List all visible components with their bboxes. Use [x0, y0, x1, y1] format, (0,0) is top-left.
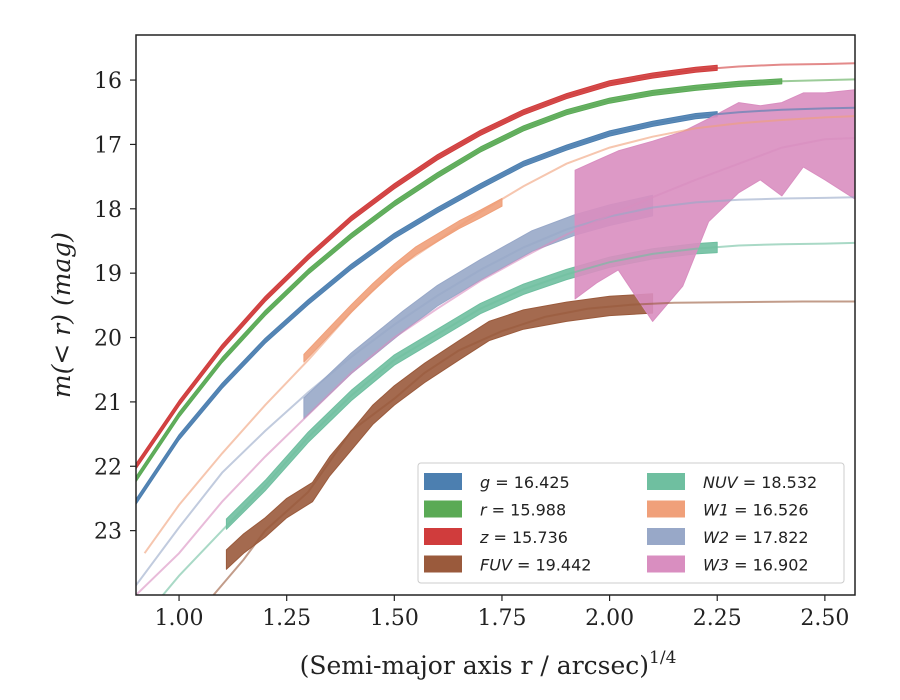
- model-line-r: [136, 78, 855, 480]
- legend-band-value: = 16.425: [490, 473, 570, 492]
- legend-item-g: g = 16.425: [424, 473, 570, 492]
- legend-band-value: = 19.442: [512, 556, 592, 575]
- x-tick-label: 1.25: [262, 606, 311, 631]
- legend-label: W2 = 17.822: [703, 528, 809, 547]
- model-line-w1: [143, 115, 855, 554]
- x-tick-label: 1.75: [477, 606, 526, 631]
- legend-band-value: = 18.532: [738, 473, 818, 492]
- legend-swatch: [424, 528, 462, 545]
- legend-band-name: NUV: [703, 473, 739, 492]
- model-line-g: [136, 106, 855, 503]
- legend-band-value: = 16.526: [729, 501, 809, 520]
- y-axis-label: m(< r) (mag): [47, 232, 76, 398]
- legend-label: r = 15.988: [480, 501, 566, 520]
- legend-item-nuv: NUV = 18.532: [647, 473, 817, 492]
- legend-band-name: g: [480, 473, 490, 492]
- legend-item-fuv: FUV = 19.442: [424, 555, 591, 575]
- legend-label: g = 16.425: [480, 473, 570, 492]
- x-axis-label-exponent: 1/4: [649, 648, 676, 668]
- legend-item-w2: W2 = 17.822: [647, 528, 809, 547]
- legend-band-name: W1: [703, 501, 729, 520]
- legend-item-r: r = 15.988: [424, 500, 566, 520]
- legend-item-w3: W3 = 16.902: [647, 555, 809, 575]
- legend-band-name: z: [479, 528, 489, 547]
- model-line-fuv: [212, 300, 855, 595]
- legend-band-value: = 16.902: [729, 556, 809, 575]
- x-tick-label: 1.50: [370, 606, 419, 631]
- model-line-nuv: [161, 241, 855, 595]
- legend-swatch: [424, 500, 462, 518]
- plot-frame: [135, 34, 856, 596]
- y-tick-label: 18: [94, 198, 122, 223]
- band-r: [136, 78, 783, 483]
- legend-swatch: [424, 555, 462, 573]
- x-tick-label: 2.50: [800, 606, 849, 631]
- legend-label: NUV = 18.532: [703, 473, 817, 492]
- legend-item-w1: W1 = 16.526: [647, 500, 809, 520]
- legend-label: z = 15.736: [479, 528, 568, 547]
- legend-band-name: W2: [703, 528, 729, 547]
- legend-label: W1 = 16.526: [703, 501, 809, 520]
- model-line-z: [136, 62, 855, 467]
- band-nuv: [225, 241, 718, 530]
- x-axis-label: (Semi-major axis r / arcsec)1/4: [300, 648, 677, 680]
- y-tick-label: 20: [94, 327, 122, 352]
- y-tick-label: 19: [94, 262, 122, 287]
- legend-swatch: [424, 473, 462, 490]
- legend-band-name: r: [480, 501, 488, 520]
- model-line-w3: [136, 137, 855, 595]
- model-lines-layer: [136, 62, 855, 595]
- y-tick-label: 22: [94, 455, 122, 480]
- legend-band-name: FUV: [480, 556, 513, 575]
- legend-swatch: [647, 500, 685, 518]
- legend-frame: [417, 462, 845, 584]
- legend-swatch: [647, 528, 685, 545]
- model-line-w2: [136, 196, 855, 586]
- legend-band-value: = 17.822: [729, 528, 809, 547]
- x-tick-label: 1.00: [155, 606, 204, 631]
- y-tick-label: 21: [94, 391, 122, 416]
- legend-swatch: [647, 473, 685, 490]
- legend-band-name: W3: [703, 556, 729, 575]
- legend-label: FUV = 19.442: [480, 556, 591, 575]
- legend-item-z: z = 15.736: [424, 528, 568, 547]
- legend-label: W3 = 16.902: [703, 556, 809, 575]
- legend-band-value: = 15.988: [487, 501, 567, 520]
- legend-swatch: [647, 555, 685, 573]
- legend-band-value: = 15.736: [488, 528, 568, 547]
- y-tick-label: 17: [94, 133, 122, 158]
- y-tick-label: 23: [94, 520, 122, 545]
- band-z: [136, 64, 718, 470]
- plot-area: [136, 62, 855, 595]
- x-tick-label: 2.25: [693, 606, 742, 631]
- y-axis-ticks: 16 17 18 19 20 21 22 23: [94, 69, 136, 545]
- x-axis-ticks: 1.00 1.25 1.50 1.75 2.00 2.25 2.50: [155, 595, 849, 631]
- x-axis-label-text: (Semi-major axis r / arcsec): [300, 651, 649, 680]
- y-tick-label: 16: [94, 69, 122, 94]
- x-tick-label: 2.00: [585, 606, 634, 631]
